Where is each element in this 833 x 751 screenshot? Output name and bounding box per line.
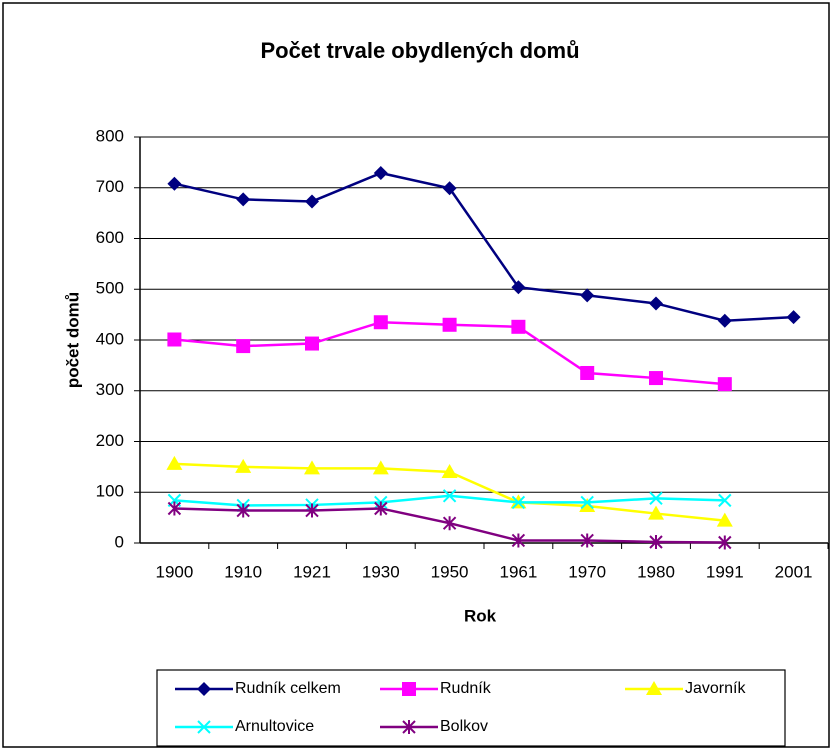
data-point: [305, 336, 319, 351]
legend-marker: [646, 681, 662, 695]
legend-label: Rudník: [440, 680, 492, 697]
y-tick-label: 200: [96, 431, 124, 450]
y-tick-label: 700: [96, 177, 124, 196]
data-point: [786, 310, 801, 325]
x-tick-label: 1980: [637, 562, 675, 581]
data-point: [511, 280, 526, 295]
y-tick-label: 300: [96, 380, 124, 399]
data-point: [374, 501, 388, 516]
data-point: [718, 535, 732, 550]
data-point: [580, 495, 594, 510]
data-point: [305, 194, 319, 209]
x-tick-label: 1921: [293, 562, 331, 581]
x-tick-label: 1900: [155, 562, 193, 581]
data-point: [511, 319, 526, 334]
data-point: [649, 371, 663, 386]
data-point: [166, 455, 183, 470]
data-point: [167, 176, 182, 191]
data-point: [167, 501, 182, 516]
x-tick-label: 1910: [224, 562, 262, 581]
data-point: [579, 497, 596, 512]
legend-label: Rudník celkem: [235, 680, 341, 697]
data-point: [442, 181, 457, 196]
data-point: [167, 332, 182, 347]
data-point: [305, 503, 319, 518]
series-line: [174, 171, 794, 322]
data-point: [716, 512, 733, 527]
data-point: [372, 460, 389, 475]
x-tick-label: 1961: [499, 562, 537, 581]
x-tick-label: 1970: [568, 562, 606, 581]
y-tick-label: 100: [96, 482, 124, 501]
data-point: [580, 533, 594, 548]
data-point: [511, 495, 526, 510]
y-tick-label: 400: [96, 329, 124, 348]
data-point: [373, 166, 388, 181]
data-point: [373, 315, 388, 330]
y-axis-label: počet domů: [63, 292, 82, 388]
data-point: [442, 489, 457, 503]
chart-title: Počet trvale obydlených domů: [260, 38, 579, 63]
legend-marker: [197, 682, 211, 696]
data-point: [236, 503, 250, 518]
data-point: [442, 516, 457, 531]
data-point: [236, 339, 251, 354]
y-tick-label: 600: [96, 228, 124, 247]
data-point: [236, 192, 251, 207]
y-tick-label: 800: [96, 126, 124, 145]
data-point: [717, 377, 732, 392]
data-point: [580, 365, 595, 380]
y-tick-label: 500: [96, 279, 124, 298]
x-tick-label: 1991: [706, 562, 744, 581]
data-point: [649, 296, 663, 311]
x-tick-label: 1930: [362, 562, 400, 581]
data-point: [304, 460, 320, 475]
data-point: [649, 491, 663, 506]
x-axis-label: Rok: [464, 606, 497, 625]
x-tick-label: 1950: [431, 562, 469, 581]
data-point: [648, 505, 664, 520]
data-point: [442, 317, 457, 332]
data-point: [718, 493, 732, 508]
y-tick-label: 0: [115, 532, 124, 551]
data-point: [649, 534, 663, 549]
x-tick-label: 2001: [775, 562, 813, 581]
data-point: [580, 288, 595, 303]
legend-box: [156, 669, 786, 747]
data-point: [717, 313, 732, 328]
legend-marker: [402, 682, 416, 696]
legend-marker: [402, 720, 416, 734]
data-point: [511, 533, 526, 548]
legend-label: Javorník: [685, 680, 746, 697]
legend-label: Bolkov: [440, 718, 488, 735]
legend-label: Arnultovice: [235, 718, 314, 735]
legend-marker: [197, 720, 211, 734]
data-point: [235, 458, 252, 473]
data-point: [441, 463, 458, 478]
